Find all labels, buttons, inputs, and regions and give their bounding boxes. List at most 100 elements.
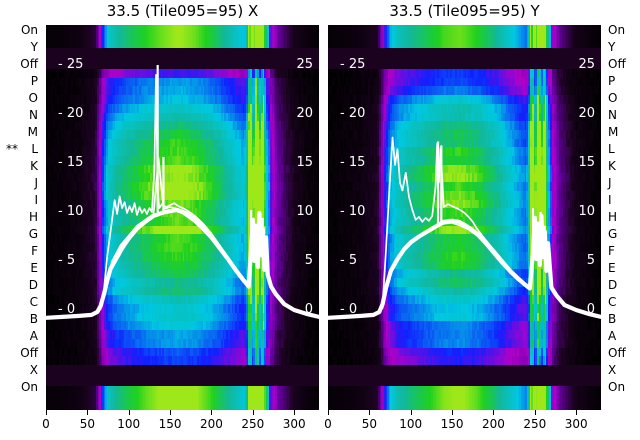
y-tick-label: 25 bbox=[578, 57, 595, 72]
category-tick-k-8: K bbox=[608, 160, 616, 172]
heatmap-gap-lower bbox=[46, 365, 319, 386]
category-tick-e-14: E bbox=[30, 262, 38, 274]
x-tick-label: 250 bbox=[523, 417, 546, 431]
y-tick-label: 20 bbox=[578, 106, 595, 121]
x-tick-label: 0 bbox=[324, 417, 332, 431]
x-tick-mark bbox=[128, 410, 130, 415]
category-tick-off-19: Off bbox=[608, 347, 626, 359]
category-tick-d-15: D bbox=[29, 279, 38, 291]
category-tick-b-17: B bbox=[30, 313, 38, 325]
category-marker-asterisk: ** bbox=[6, 143, 18, 155]
x-tick-mark bbox=[410, 410, 412, 415]
heatmap-main-band bbox=[46, 69, 319, 366]
category-tick-j-9: J bbox=[34, 177, 38, 189]
y-tick-label: - 20 bbox=[340, 106, 365, 121]
category-tick-on-0: On bbox=[21, 24, 38, 36]
category-tick-i-10: I bbox=[608, 194, 612, 206]
category-tick-y-1: Y bbox=[31, 41, 38, 53]
y-tick-label: 10 bbox=[578, 204, 595, 219]
x-tick-label: 50 bbox=[362, 417, 377, 431]
category-tick-n-5: N bbox=[29, 109, 38, 121]
x-tick-mark bbox=[252, 410, 254, 415]
panel-title-x: 33.5 (Tile095=95) X bbox=[46, 2, 319, 20]
x-tick-mark bbox=[294, 410, 296, 415]
y-tick-label: - 15 bbox=[58, 155, 83, 170]
x-tick-mark bbox=[211, 410, 213, 415]
category-tick-l-7: L bbox=[608, 143, 615, 155]
y-tick-label: 15 bbox=[578, 155, 595, 170]
category-tick-k-8: K bbox=[30, 160, 38, 172]
category-tick-d-15: D bbox=[608, 279, 617, 291]
x-tick-mark bbox=[369, 410, 371, 415]
x-tick-mark bbox=[452, 410, 454, 415]
x-tick-mark bbox=[576, 410, 578, 415]
x-axis-left: 0 50 100 150 200 250 300 bbox=[42, 410, 319, 440]
category-tick-c-16: C bbox=[608, 296, 616, 308]
y-tick-label: - 0 bbox=[340, 302, 357, 317]
category-tick-c-16: C bbox=[30, 296, 38, 308]
y-tick-label: 5 bbox=[305, 253, 313, 268]
heatmap-bottom-band bbox=[46, 386, 319, 410]
y-tick-label: 25 bbox=[296, 57, 313, 72]
category-tick-e-14: E bbox=[608, 262, 616, 274]
category-tick-m-6: M bbox=[28, 126, 38, 138]
category-tick-j-9: J bbox=[608, 177, 612, 189]
y-tick-label: - 25 bbox=[58, 57, 83, 72]
category-tick-h-11: H bbox=[608, 211, 617, 223]
category-tick-i-10: I bbox=[34, 194, 38, 206]
category-tick-on-0: On bbox=[608, 24, 625, 36]
y-tick-label: 5 bbox=[587, 253, 595, 268]
x-tick-label: 200 bbox=[200, 417, 223, 431]
category-tick-a-18: A bbox=[608, 330, 616, 342]
spectrogram-panel-y[interactable]: - 25 - 20 - 15 - 10 - 5 - 0 25 20 15 10 5 0 bbox=[328, 25, 601, 410]
x-tick-mark bbox=[534, 410, 536, 415]
y-tick-label: - 10 bbox=[340, 204, 365, 219]
x-tick-label: 0 bbox=[42, 417, 50, 431]
heatmap-gap-upper bbox=[46, 48, 319, 69]
heatmap-main-band bbox=[328, 69, 601, 366]
y-tick-label: 0 bbox=[305, 302, 313, 317]
y-tick-label: 15 bbox=[296, 155, 313, 170]
heatmap-gap-upper bbox=[328, 48, 601, 69]
category-tick-g-12: G bbox=[29, 228, 38, 240]
y-tick-label: - 5 bbox=[58, 253, 75, 268]
x-axis-right: 0 50 100 150 200 250 300 bbox=[324, 410, 601, 440]
y-tick-label: - 0 bbox=[58, 302, 75, 317]
category-tick-m-6: M bbox=[608, 126, 618, 138]
y-tick-label: - 10 bbox=[58, 204, 83, 219]
category-tick-f-13: F bbox=[31, 245, 38, 257]
category-tick-g-12: G bbox=[608, 228, 617, 240]
category-tick-p-3: P bbox=[31, 75, 38, 87]
category-tick-f-13: F bbox=[608, 245, 615, 257]
spectrogram-panel-x[interactable]: - 25 - 20 - 15 - 10 - 5 - 0 25 20 15 10 5 0 bbox=[46, 25, 319, 410]
y-tick-label: - 5 bbox=[340, 253, 357, 268]
x-tick-label: 250 bbox=[241, 417, 264, 431]
category-tick-b-17: B bbox=[608, 313, 616, 325]
category-tick-x-20: X bbox=[30, 364, 38, 376]
category-tick-p-3: P bbox=[608, 75, 615, 87]
heatmap-bottom-band bbox=[328, 386, 601, 410]
heatmap-top-band bbox=[328, 25, 601, 48]
y-tick-label: 20 bbox=[296, 106, 313, 121]
y-tick-label: 10 bbox=[296, 204, 313, 219]
category-tick-n-5: N bbox=[608, 109, 617, 121]
category-tick-x-20: X bbox=[608, 364, 616, 376]
x-tick-label: 150 bbox=[159, 417, 182, 431]
category-tick-a-18: A bbox=[30, 330, 38, 342]
category-tick-off-2: Off bbox=[20, 58, 38, 70]
category-tick-h-11: H bbox=[29, 211, 38, 223]
heatmap-top-band bbox=[46, 25, 319, 48]
x-tick-label: 300 bbox=[565, 417, 588, 431]
category-tick-off-2: Off bbox=[608, 58, 626, 70]
x-tick-mark bbox=[170, 410, 172, 415]
category-tick-off-19: Off bbox=[20, 347, 38, 359]
y-tick-label: - 20 bbox=[58, 106, 83, 121]
panel-title-y: 33.5 (Tile095=95) Y bbox=[328, 2, 601, 20]
x-tick-label: 100 bbox=[399, 417, 422, 431]
x-tick-mark bbox=[328, 410, 329, 415]
y-tick-label: - 25 bbox=[340, 57, 365, 72]
y-tick-label: 0 bbox=[587, 302, 595, 317]
x-tick-label: 50 bbox=[80, 417, 95, 431]
category-tick-l-7: L bbox=[31, 143, 38, 155]
